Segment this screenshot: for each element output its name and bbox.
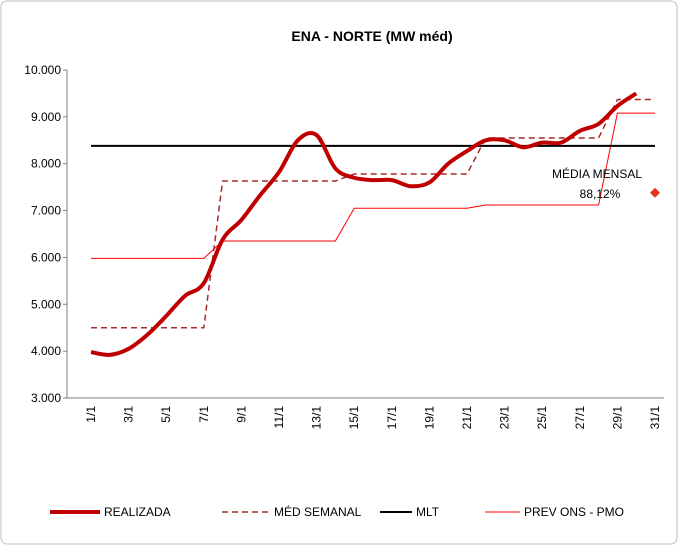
- marker: [650, 187, 660, 198]
- annotation: MÉDIA MENSAL: [552, 166, 642, 181]
- y-tick-label: 7.000: [31, 204, 61, 218]
- annotation: 88,12%: [580, 187, 621, 201]
- y-tick-label: 6.000: [31, 250, 61, 264]
- x-tick-label: 25/1: [535, 406, 549, 430]
- x-tick-label: 19/1: [422, 406, 436, 430]
- x-tick-label: 5/1: [159, 406, 173, 423]
- chart-title: ENA - NORTE (MW méd): [291, 28, 452, 44]
- x-tick-label: 23/1: [498, 406, 512, 430]
- x-tick-label: 9/1: [234, 406, 248, 423]
- y-tick-label: 4.000: [31, 344, 61, 358]
- y-tick-label: 3.000: [31, 391, 61, 405]
- y-tick-label: 8.000: [31, 157, 61, 171]
- x-tick-label: 17/1: [385, 406, 399, 430]
- x-tick-label: 29/1: [610, 406, 624, 430]
- series-line: [91, 98, 655, 329]
- x-tick-label: 31/1: [648, 406, 662, 430]
- legend-label: PREV ONS - PMO: [524, 505, 624, 519]
- x-tick-label: 1/1: [84, 406, 98, 423]
- x-tick-label: 15/1: [347, 406, 361, 430]
- x-tick-label: 27/1: [573, 406, 587, 430]
- y-tick-label: 10.000: [24, 63, 61, 77]
- legend-label: REALIZADA: [104, 505, 171, 519]
- legend-label: MÉD SEMANAL: [274, 504, 362, 519]
- series-line: [91, 112, 655, 259]
- x-tick-label: 7/1: [197, 406, 211, 423]
- y-tick-label: 5.000: [31, 297, 61, 311]
- series-line: [90, 91, 638, 357]
- x-tick-label: 11/1: [272, 406, 286, 429]
- x-tick-label: 21/1: [460, 406, 474, 430]
- legend-label: MLT: [416, 505, 440, 519]
- x-tick-label: 13/1: [310, 406, 324, 430]
- y-tick-label: 9.000: [31, 110, 61, 124]
- x-tick-label: 3/1: [122, 406, 136, 423]
